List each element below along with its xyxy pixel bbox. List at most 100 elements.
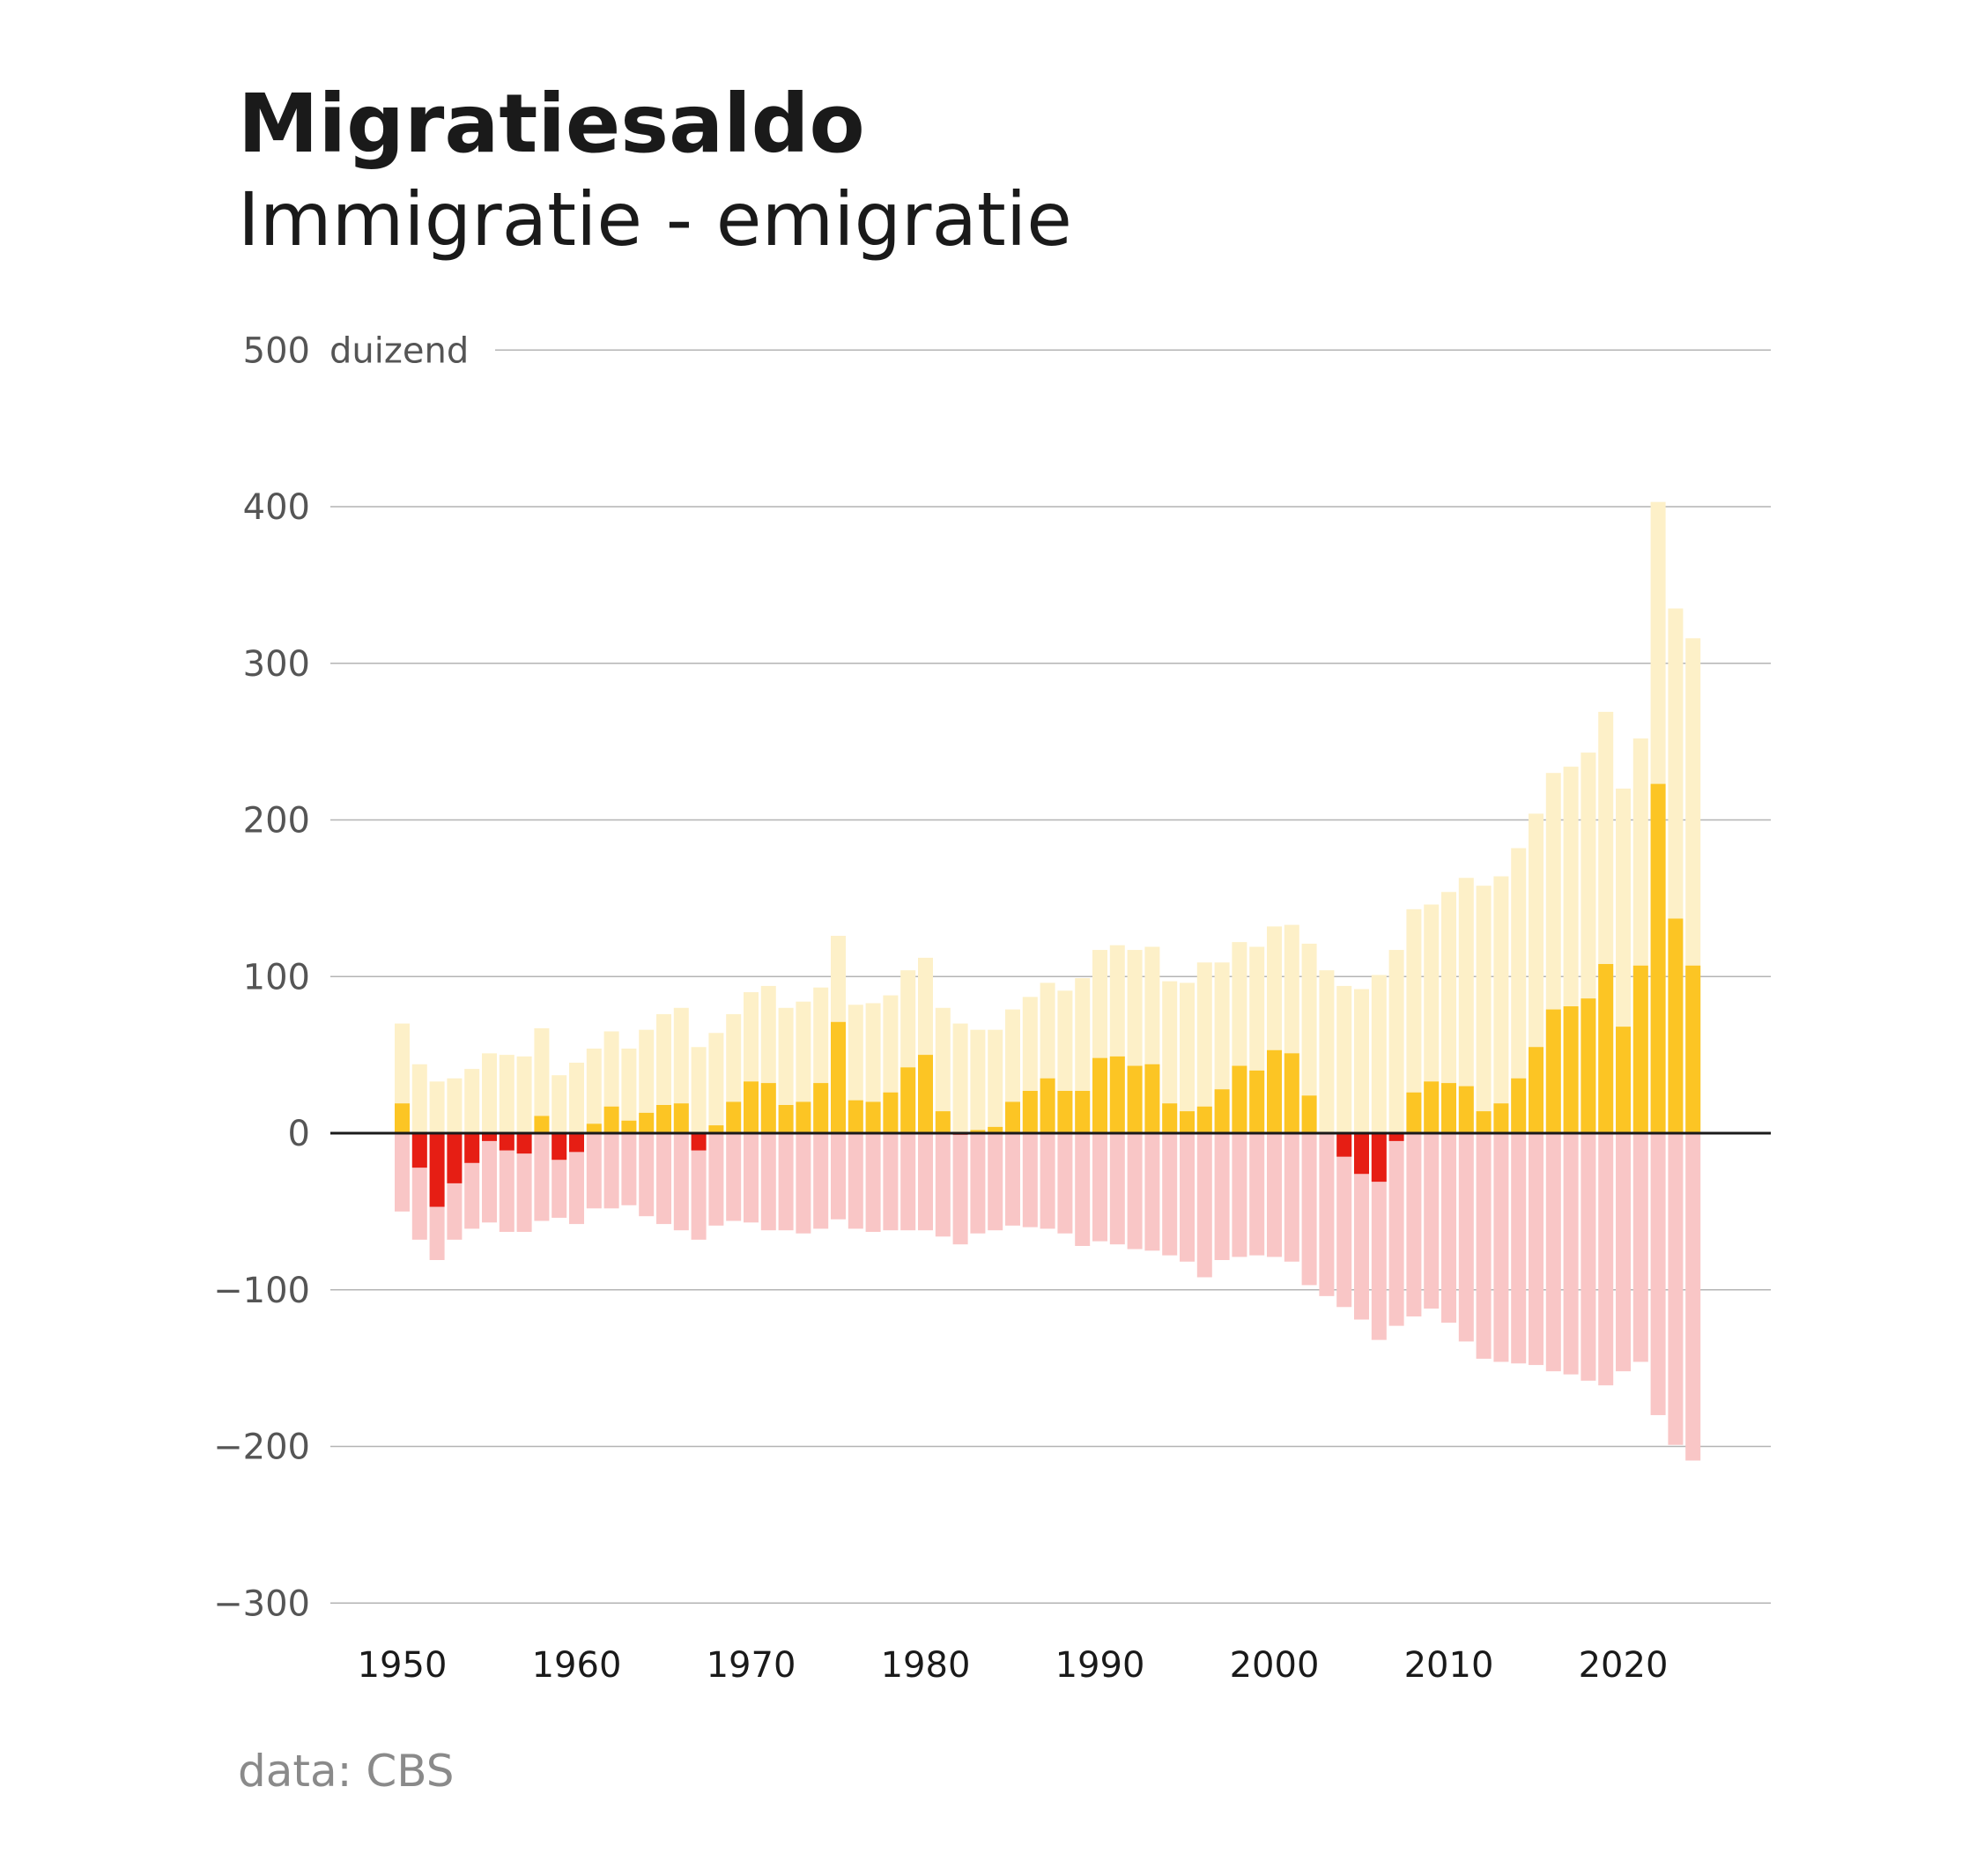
- x-tick-label-1960: 1960: [532, 1645, 622, 1686]
- net-bar-1951: [411, 1133, 427, 1168]
- net-bar-1993: [1144, 1064, 1160, 1133]
- x-tick-label-1970: 1970: [707, 1645, 796, 1686]
- y-unit-label: duizend: [329, 330, 469, 371]
- net-bar-1965: [656, 1105, 671, 1133]
- emigration-bar-2004: [1336, 1133, 1352, 1308]
- emigration-bar-1996: [1196, 1133, 1212, 1278]
- emigration-bar-1978: [883, 1133, 899, 1231]
- emigration-bar-1982: [952, 1133, 968, 1245]
- net-bar-1961: [586, 1123, 602, 1133]
- net-bar-1957: [516, 1133, 532, 1154]
- net-bar-2011: [1458, 1086, 1474, 1133]
- y-tick-label--300: −300: [213, 1583, 310, 1624]
- y-tick-label-300: 300: [243, 644, 310, 685]
- net-bar-2002: [1301, 1095, 1317, 1133]
- net-bar-1988: [1057, 1091, 1073, 1133]
- net-bar-1967: [691, 1133, 707, 1151]
- x-axis-ticks: 1950 1960 1970 1980 1990 2000 2010 2020: [358, 1645, 1669, 1686]
- emigration-bar-2003: [1319, 1133, 1335, 1296]
- x-tick-label-1950: 1950: [358, 1645, 448, 1686]
- emigration-bar-1973: [796, 1133, 811, 1234]
- net-bar-2023: [1668, 918, 1684, 1133]
- x-tick-label-1990: 1990: [1055, 1645, 1145, 1686]
- emigration-bar-2008: [1406, 1133, 1422, 1316]
- emigration-bar-1994: [1162, 1133, 1178, 1256]
- emigration-bar-2001: [1284, 1133, 1299, 1262]
- emigration-bar-1950: [395, 1133, 410, 1212]
- emigration-bar-2000: [1267, 1133, 1282, 1257]
- y-tick-label-500: 500: [243, 330, 310, 371]
- emigration-bar-1972: [778, 1133, 794, 1231]
- immigration-bar-1959: [552, 1075, 567, 1133]
- immigration-bar-2007: [1388, 950, 1404, 1133]
- net-bar-1964: [639, 1112, 655, 1133]
- immigration-bar-1951: [411, 1064, 427, 1133]
- y-tick-label-0: 0: [288, 1114, 310, 1154]
- emigration-bar-1967: [691, 1133, 707, 1240]
- emigration-bar-1960: [569, 1133, 584, 1225]
- immigration-bar-1952: [429, 1081, 445, 1133]
- emigration-bar-1977: [865, 1133, 881, 1232]
- emigration-bar-2019: [1598, 1133, 1614, 1386]
- emigration-bar-1991: [1109, 1133, 1125, 1245]
- emigration-bar-1955: [482, 1133, 497, 1223]
- immigration-bar-1977: [865, 1003, 881, 1133]
- x-tick-label-2020: 2020: [1579, 1645, 1669, 1686]
- net-bar-2016: [1545, 1009, 1561, 1133]
- net-bar-1978: [883, 1092, 899, 1133]
- net-bar-1958: [534, 1116, 550, 1133]
- gridlines: [330, 349, 1771, 1605]
- emigration-bar-1981: [935, 1133, 951, 1237]
- emigration-bar-1956: [499, 1133, 515, 1232]
- net-bar-2009: [1424, 1081, 1440, 1133]
- immigration-bar-1995: [1180, 982, 1195, 1133]
- emigration-bar-2009: [1424, 1133, 1440, 1309]
- net-bar-1994: [1162, 1103, 1178, 1133]
- emigration-bar-1995: [1180, 1133, 1195, 1262]
- emigration-bar-2015: [1529, 1133, 1544, 1366]
- net-bar-1973: [796, 1101, 811, 1133]
- net-bar-2024: [1685, 965, 1701, 1133]
- immigration-bar-1994: [1162, 981, 1178, 1133]
- net-bar-1955: [482, 1133, 497, 1141]
- emigration-bar-1980: [918, 1133, 933, 1231]
- net-bar-1997: [1214, 1089, 1230, 1133]
- net-bar-1956: [499, 1133, 515, 1151]
- immigration-bar-2008: [1406, 908, 1422, 1133]
- net-bar-1950: [395, 1103, 410, 1133]
- emigration-bar-1987: [1040, 1133, 1055, 1229]
- net-bar-2010: [1441, 1083, 1456, 1133]
- emigration-bar-2012: [1476, 1133, 1492, 1359]
- emigration-bar-1968: [708, 1133, 724, 1226]
- emigration-bar-1997: [1214, 1133, 1230, 1260]
- immigration-bar-1981: [935, 1007, 951, 1133]
- immigration-bar-2003: [1319, 970, 1335, 1133]
- x-tick-label-2010: 2010: [1404, 1645, 1494, 1686]
- net-bar-2013: [1493, 1103, 1509, 1133]
- immigration-bar-1972: [778, 1007, 794, 1133]
- emigration-bar-1969: [726, 1133, 742, 1221]
- chart-title: Migratiesaldo: [238, 77, 865, 171]
- net-bar-1974: [813, 1083, 829, 1133]
- net-bar-1990: [1092, 1057, 1107, 1133]
- net-bar-1999: [1249, 1070, 1265, 1133]
- immigration-bar-2002: [1301, 943, 1317, 1133]
- y-tick-label--200: −200: [213, 1427, 310, 1468]
- net-bar-1954: [464, 1133, 480, 1163]
- net-bar-1972: [778, 1105, 794, 1133]
- emigration-bar-1958: [534, 1133, 550, 1221]
- emigration-bar-2014: [1511, 1133, 1527, 1364]
- immigration-bar-1961: [586, 1049, 602, 1133]
- immigration-bar-2011: [1458, 878, 1474, 1133]
- source-note: data: CBS: [238, 1746, 454, 1797]
- emigration-bar-2018: [1581, 1133, 1596, 1381]
- emigration-bar-1999: [1249, 1133, 1265, 1256]
- net-bar-1981: [935, 1111, 951, 1133]
- net-bar-1983: [970, 1130, 986, 1133]
- emigration-bar-1971: [760, 1133, 776, 1231]
- immigration-bar-1956: [499, 1055, 515, 1133]
- immigration-bar-1967: [691, 1047, 707, 1133]
- immigration-bar-1960: [569, 1063, 584, 1133]
- immigration-bar-1982: [952, 1023, 968, 1133]
- net-bar-1959: [552, 1133, 567, 1160]
